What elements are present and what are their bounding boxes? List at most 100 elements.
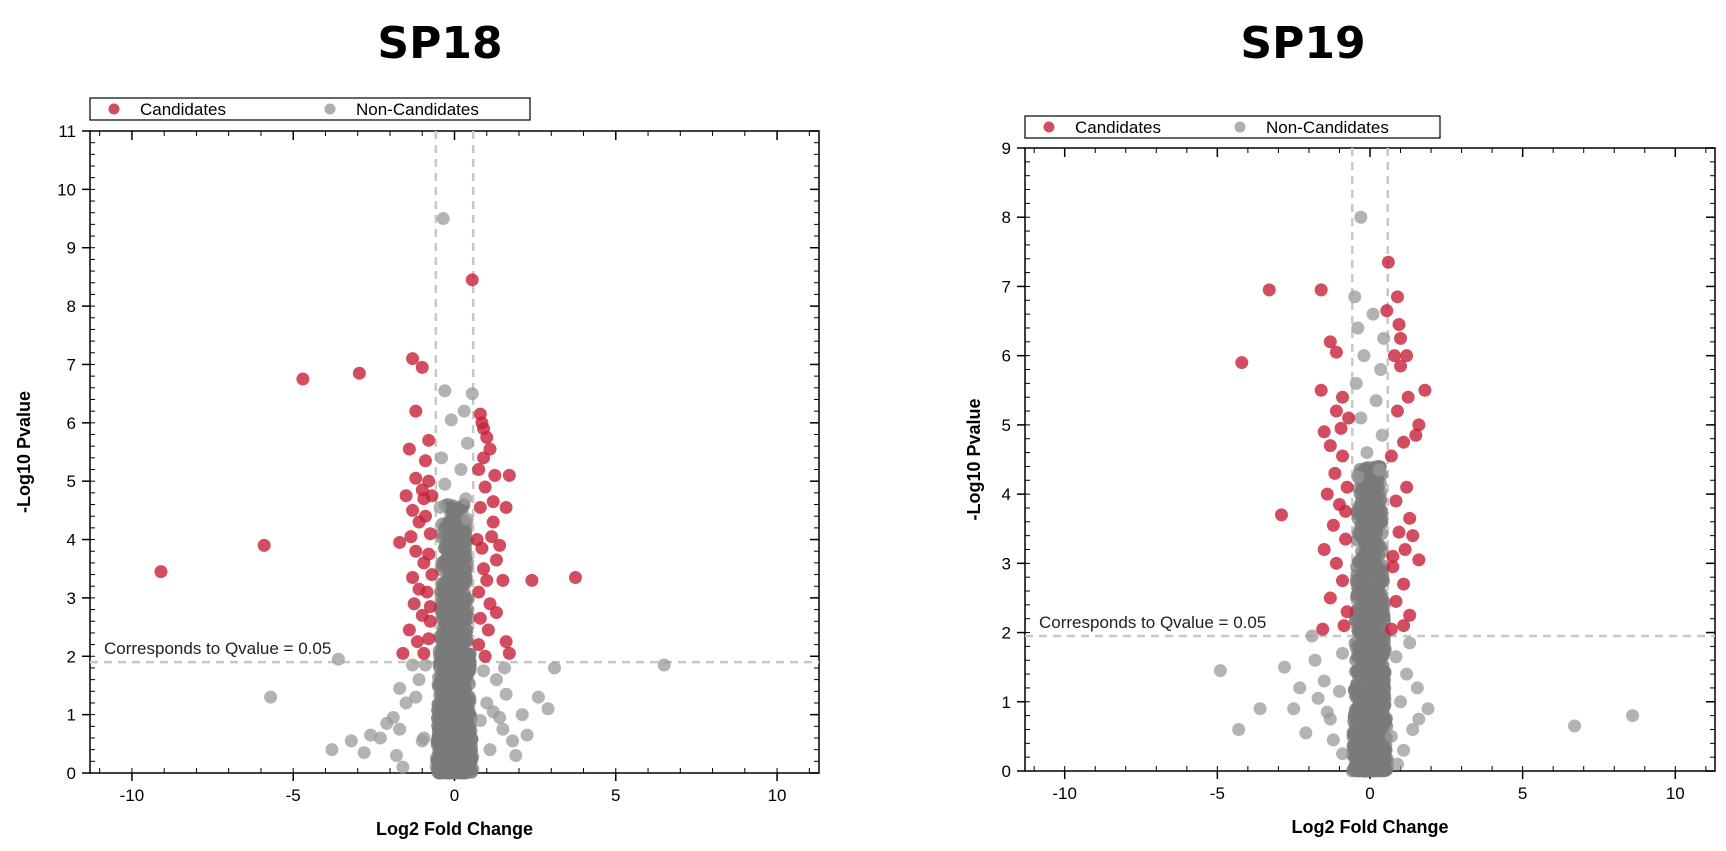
non-candidate-point [460,512,474,526]
non-candidate-point [1390,757,1404,771]
candidate-point [483,442,497,456]
candidate-point [418,509,432,523]
non-candidate-point [325,743,339,757]
non-candidate-point [1366,307,1380,321]
candidate-point [257,538,271,552]
chart-title: SP19 [1240,18,1366,69]
candidate-point [499,500,513,514]
non-candidate-point [357,746,371,760]
y-tick-label: 6 [67,414,76,433]
non-candidate-point [380,716,394,730]
non-candidate-point [457,404,471,418]
candidate-point [1342,411,1356,425]
candidate-point [1323,439,1337,453]
candidate-point [481,623,495,637]
candidate-point [1397,619,1411,633]
candidate-point [1329,404,1343,418]
non-candidate-point [453,691,467,705]
candidate-point [410,635,424,649]
candidate-point [399,489,413,503]
non-candidate-point [454,463,468,477]
y-tick-label: 1 [67,706,76,725]
candidate-point [1398,542,1412,556]
legend-marker-non-candidates [1234,121,1246,133]
non-candidate-point [431,765,445,779]
candidate-point [1397,435,1411,449]
candidate-point [422,632,436,646]
candidate-point [1340,480,1354,494]
non-candidate-point [1232,722,1246,736]
candidate-point [478,480,492,494]
non-candidate-point [331,652,345,666]
candidate-point [402,623,416,637]
candidate-point [472,638,486,652]
non-candidate-point [438,384,452,398]
candidate-point [1389,594,1403,608]
candidate-point [480,573,494,587]
non-candidate-point [1375,428,1389,442]
non-candidate-point [1373,664,1387,678]
candidate-point [568,570,582,584]
candidate-point [406,352,420,366]
non-candidate-point [412,673,426,687]
non-candidate-point [409,690,423,704]
non-candidate-point [1287,702,1301,716]
candidate-point [1339,532,1353,546]
legend: Candidates Non-Candidates [1024,115,1441,139]
non-candidate-point [520,728,534,742]
x-tick-label: 5 [611,786,620,805]
non-candidate-point [1568,719,1582,733]
non-candidate-point [1367,472,1381,486]
non-candidate-point [433,500,447,514]
candidate-point [1394,331,1408,345]
candidate-point [1392,525,1406,539]
legend-marker-non-candidates [324,103,336,115]
candidate-point [1384,449,1398,463]
non-candidate-point [436,640,450,654]
non-candidate-point [1359,581,1373,595]
candidate-point [477,562,491,576]
non-candidate-point [1320,705,1334,719]
candidate-point [1381,255,1395,269]
candidate-point [406,503,420,517]
non-candidate-point [264,690,278,704]
non-candidate-point [434,696,448,710]
y-tick-label: 5 [1002,416,1011,435]
candidate-point [420,585,434,599]
non-candidate-point [464,754,478,768]
y-tick-label: 3 [67,589,76,608]
non-candidate-point [1400,667,1414,681]
candidate-point [425,568,439,582]
candidate-point [1397,577,1411,591]
non-candidate-point [399,696,413,710]
non-candidate-point [1375,513,1389,527]
non-candidate-point [1369,709,1383,723]
candidate-point [1412,553,1426,567]
candidate-point [1403,511,1417,525]
y-tick-label: 2 [67,647,76,666]
candidate-point [1412,418,1426,432]
non-candidate-point [477,664,491,678]
candidate-point [1274,508,1288,522]
non-candidate-point [1406,722,1420,736]
non-candidate-point [1253,702,1267,716]
y-tick-label: 0 [1002,762,1011,781]
candidate-point [1389,494,1403,508]
candidate-point [1337,619,1351,633]
legend-label-non-candidates: Non-Candidates [1266,118,1389,137]
non-candidate-point [1356,528,1370,542]
non-candidate-point [1308,653,1322,667]
non-candidate-point [473,713,487,727]
candidate-point [525,573,539,587]
candidate-point [1336,574,1350,588]
candidate-point [396,646,410,660]
x-axis: -10 -5 0 5 10 Log2 Fold Change [120,131,787,839]
non-candidate-point [454,713,468,727]
non-candidate-point [1375,592,1389,606]
candidate-point [406,570,420,584]
non-candidate-point [459,702,473,716]
non-candidate-point [1370,524,1384,538]
x-tick-label: 0 [1365,784,1374,803]
